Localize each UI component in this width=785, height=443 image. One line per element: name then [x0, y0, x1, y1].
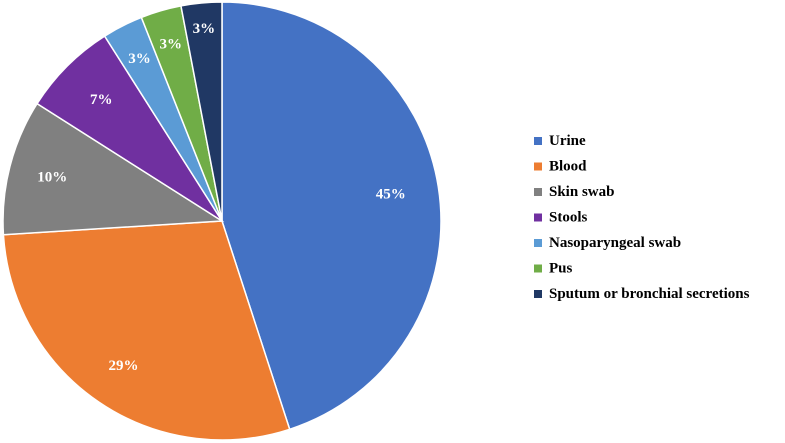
slice-label-nasoparyngeal-swab: 3% [128, 51, 151, 67]
legend-label-stools: Stools [549, 210, 588, 226]
pie-slice-skin-swab [2, 102, 225, 236]
legend-swatch-blood [534, 162, 542, 171]
legend-label-blood: Blood [549, 159, 587, 175]
legend-label-pus: Pus [549, 261, 573, 277]
legend-label-skin-swab: Skin swab [549, 184, 614, 200]
pie-slice-urine [221, 1, 442, 431]
legend-swatch-nasoparyngeal-swab [534, 239, 542, 247]
legend-swatch-skin-swab [534, 188, 542, 196]
slice-label-sputum-or-bronchial-secretions: 3% [193, 21, 216, 37]
pie-slice-labels: 45% 29% 10% 7% 3% 3% 3% [37, 21, 405, 374]
pie-slices [2, 1, 442, 441]
legend-swatch-pus [534, 264, 542, 273]
slice-label-skin-swab: 10% [37, 169, 67, 185]
legend-swatch-urine [534, 137, 542, 145]
slice-label-pus: 3% [159, 36, 182, 52]
legend-label-nasoparyngeal-swab: Nasoparyngeal swab [549, 235, 681, 251]
slice-label-blood: 29% [109, 358, 139, 374]
pie-slice-blood [2, 220, 291, 441]
slice-label-stools: 7% [90, 92, 113, 108]
slice-label-urine: 45% [376, 186, 406, 202]
legend-swatch-stools [534, 213, 542, 222]
legend-label-sputum-or-bronchial-secretions: Sputum or bronchial secretions [549, 286, 750, 302]
legend-swatch-sputum-or-bronchial-secretions [534, 290, 542, 298]
pie-slice-sputum-or-bronchial-secretions [180, 1, 223, 222]
legend: Urine Blood Skin swab Stools Nasoparyngeal s… [534, 133, 750, 302]
legend-label-urine: Urine [549, 133, 586, 149]
